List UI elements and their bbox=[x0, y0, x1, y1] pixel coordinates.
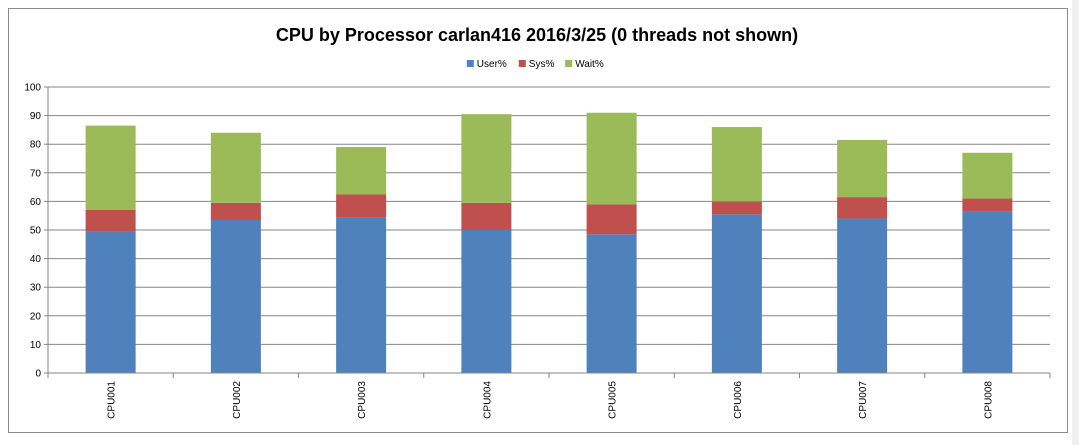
gridlines bbox=[48, 86, 1050, 374]
x-tick-label: CPU008 bbox=[983, 381, 994, 419]
bar-user-cpu006 bbox=[711, 214, 762, 373]
x-tick-label: CPU001 bbox=[107, 381, 118, 419]
bar-sys-cpu001 bbox=[85, 209, 136, 232]
bar-user-cpu008 bbox=[962, 211, 1013, 373]
y-tick-label: 20 bbox=[30, 311, 42, 322]
y-tick-label: 0 bbox=[35, 369, 41, 380]
bar-sys-cpu006 bbox=[711, 201, 762, 215]
y-tick-label: 50 bbox=[30, 226, 42, 237]
bar-sys-cpu007 bbox=[837, 197, 888, 219]
bar-user-cpu005 bbox=[586, 234, 637, 373]
bar-sys-cpu002 bbox=[210, 202, 261, 220]
y-tick-label: 30 bbox=[30, 283, 42, 294]
legend-swatch bbox=[466, 60, 474, 67]
x-tick-label: CPU007 bbox=[858, 381, 869, 419]
chart-frame bbox=[8, 8, 1068, 433]
legend-swatch bbox=[565, 60, 573, 67]
y-tick-label: 60 bbox=[30, 197, 42, 208]
window-edge bbox=[1072, 0, 1079, 445]
x-axis: CPU001 CPU002 CPU003 CPU004 CPU005 CPU006 CPU0… bbox=[47, 372, 1051, 419]
y-tick-label: 90 bbox=[30, 111, 42, 122]
bar-wait-cpu006 bbox=[711, 127, 762, 202]
x-tick-label: CPU006 bbox=[733, 381, 744, 419]
bar-wait-cpu004 bbox=[461, 114, 512, 203]
bar-sys-cpu008 bbox=[962, 198, 1013, 212]
x-tick-label: CPU005 bbox=[608, 381, 619, 419]
bars bbox=[85, 112, 1013, 373]
bar-user-cpu007 bbox=[837, 218, 888, 373]
bar-wait-cpu005 bbox=[586, 112, 637, 205]
y-axis: 0 10 20 30 40 50 60 70 80 90 100 bbox=[24, 83, 49, 380]
x-tick-label: CPU003 bbox=[357, 381, 368, 419]
bar-user-cpu003 bbox=[336, 217, 387, 373]
y-tick-label: 40 bbox=[30, 254, 42, 265]
chart-title: CPU by Processor carlan416 2016/3/25 (0 … bbox=[276, 25, 798, 45]
bar-wait-cpu002 bbox=[210, 132, 261, 203]
bar-sys-cpu005 bbox=[586, 204, 637, 235]
legend-label: User% bbox=[477, 59, 507, 70]
bar-user-cpu004 bbox=[461, 230, 512, 373]
x-tick-label: CPU002 bbox=[232, 381, 243, 419]
bar-wait-cpu008 bbox=[962, 152, 1013, 199]
legend: User% Sys% Wait% bbox=[466, 59, 604, 70]
x-tick-label: CPU004 bbox=[482, 381, 493, 419]
legend-label: Sys% bbox=[529, 59, 555, 70]
bar-user-cpu001 bbox=[85, 231, 136, 373]
bar-wait-cpu001 bbox=[85, 125, 136, 210]
bar-sys-cpu004 bbox=[461, 202, 512, 230]
bar-sys-cpu003 bbox=[336, 194, 387, 218]
bar-wait-cpu003 bbox=[336, 147, 387, 195]
y-tick-label: 100 bbox=[24, 83, 41, 94]
bar-wait-cpu007 bbox=[837, 139, 888, 198]
legend-label: Wait% bbox=[575, 59, 604, 70]
legend-swatch bbox=[518, 60, 526, 67]
y-tick-label: 70 bbox=[30, 168, 42, 179]
y-tick-label: 80 bbox=[30, 140, 42, 151]
y-tick-label: 10 bbox=[30, 340, 42, 351]
bar-user-cpu002 bbox=[210, 219, 261, 373]
